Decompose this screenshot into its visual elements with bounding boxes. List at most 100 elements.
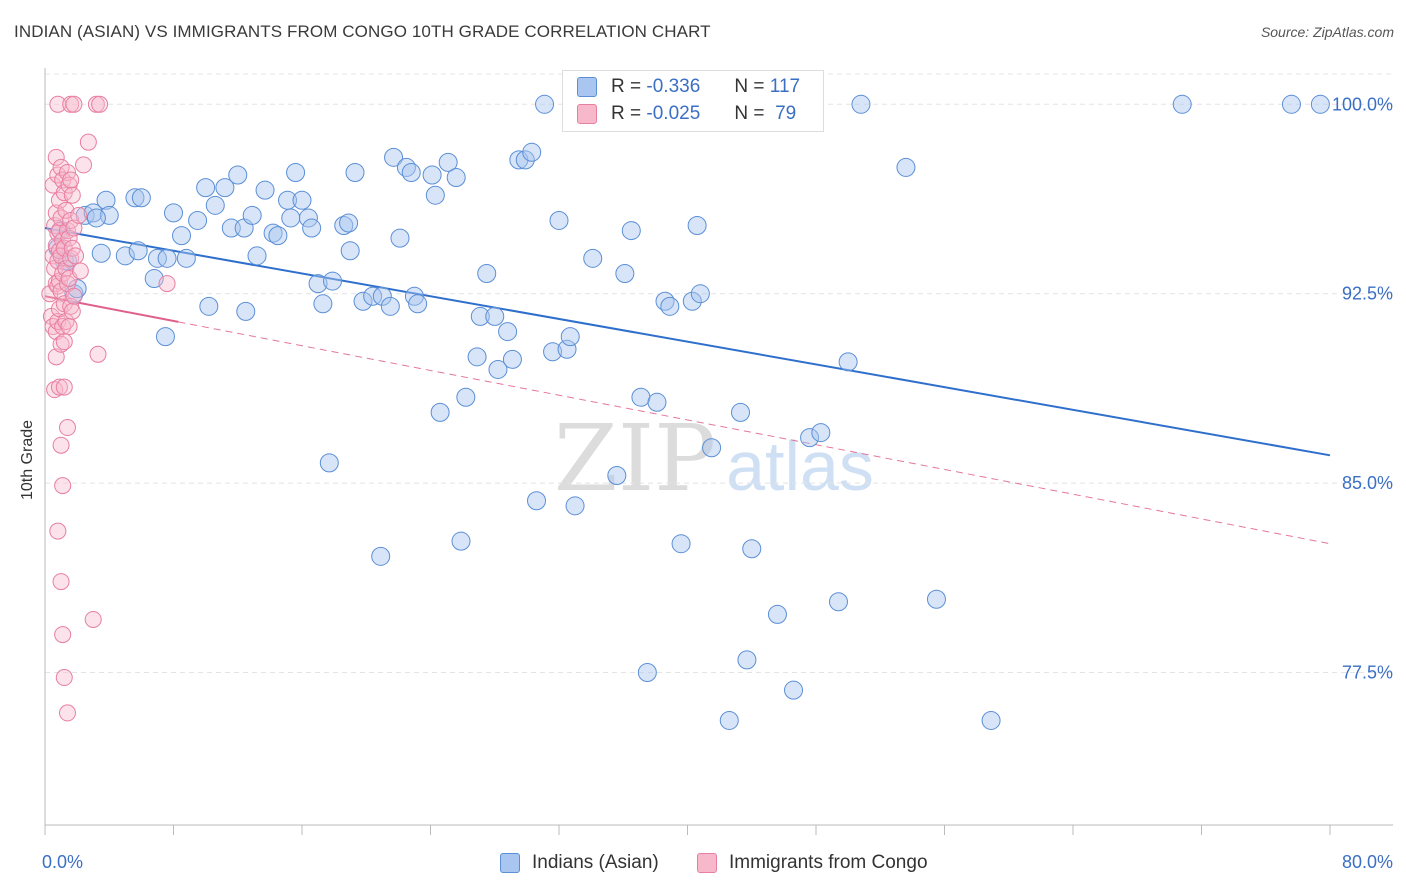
data-point-congo: [63, 302, 81, 320]
data-point-indians: [671, 534, 691, 554]
data-point-indians: [298, 208, 318, 228]
y-tick-label: 85.0%: [1342, 473, 1393, 493]
data-point-indians: [302, 218, 322, 238]
data-point-indians: [91, 243, 111, 263]
data-point-congo: [75, 156, 93, 174]
data-point-congo: [57, 312, 75, 330]
data-point-indians: [811, 423, 831, 443]
data-point-indians: [236, 301, 256, 321]
data-point-indians: [147, 248, 167, 268]
data-point-indians: [690, 284, 710, 304]
data-point-congo: [84, 610, 102, 628]
y-tick-label: 100.0%: [1332, 94, 1393, 114]
data-point-congo: [71, 262, 89, 280]
data-point-congo: [55, 333, 73, 351]
data-point-indians: [115, 246, 135, 266]
data-point-indians: [131, 188, 151, 208]
data-point-indians: [621, 221, 641, 241]
data-point-indians: [607, 466, 627, 486]
trend-line-congo-dashed: [178, 321, 1331, 545]
watermark-zip: ZIP: [554, 405, 716, 512]
data-point-indians: [557, 339, 577, 359]
data-point-indians: [637, 662, 657, 682]
data-point-congo: [158, 275, 176, 293]
data-point-indians: [339, 213, 359, 233]
data-point-indians: [176, 248, 196, 268]
data-point-indians: [86, 208, 106, 228]
series-legend: Indians (Asian) Immigrants from Congo: [0, 852, 1406, 878]
legend-r-label: R =: [611, 103, 642, 124]
legend-row-congo: R = -0.025 N = 79: [577, 103, 796, 125]
data-point-indians: [767, 604, 787, 624]
data-point-indians: [408, 294, 428, 314]
data-point-congo: [91, 95, 109, 113]
data-point-indians: [438, 152, 458, 172]
data-point-indians: [422, 165, 442, 185]
data-point-indians: [1310, 94, 1330, 114]
data-point-indians: [286, 162, 306, 182]
legend-item-swatch-pink: [697, 853, 717, 873]
data-point-indians: [353, 291, 373, 311]
data-point-indians: [615, 263, 635, 283]
data-point-indians: [371, 546, 391, 566]
data-point-indians: [83, 203, 103, 223]
data-point-indians: [828, 592, 848, 612]
data-point-congo: [50, 378, 68, 396]
data-point-congo: [46, 381, 64, 399]
data-point-indians: [456, 387, 476, 407]
data-point-indians: [228, 165, 248, 185]
data-point-congo: [60, 229, 78, 247]
data-point-indians: [125, 188, 145, 208]
data-point-indians: [477, 263, 497, 283]
data-point-indians: [247, 246, 267, 266]
data-point-indians: [401, 162, 421, 182]
chart-source: Source: ZipAtlas.com: [1260, 24, 1394, 40]
data-point-indians: [682, 291, 702, 311]
data-point-congo: [52, 436, 70, 454]
data-point-congo: [60, 318, 78, 336]
data-point-indians: [263, 223, 283, 243]
data-point-indians: [488, 359, 508, 379]
data-point-indians: [313, 294, 333, 314]
data-point-congo: [55, 378, 73, 396]
legend-n-value-indians: 117: [769, 76, 801, 97]
data-point-indians: [292, 190, 312, 210]
series-congo-points: [41, 95, 176, 722]
data-point-indians: [430, 402, 450, 422]
data-point-congo: [65, 287, 83, 305]
data-point-indians: [660, 296, 680, 316]
data-point-indians: [565, 496, 585, 516]
data-point-indians: [172, 226, 192, 246]
data-point-indians: [215, 178, 235, 198]
data-point-indians: [380, 296, 400, 316]
data-point-indians: [467, 347, 487, 367]
data-point-congo: [65, 95, 83, 113]
legend-swatch-blue: [577, 77, 597, 97]
data-point-indians: [543, 342, 563, 362]
legend-r-label: R =: [611, 76, 642, 97]
data-point-congo: [54, 626, 72, 644]
data-point-indians: [851, 94, 871, 114]
data-point-indians: [560, 327, 580, 347]
legend-swatch-pink: [577, 104, 597, 124]
data-point-indians: [702, 438, 722, 458]
data-point-congo: [70, 206, 88, 224]
data-point-indians: [75, 205, 95, 225]
data-point-indians: [199, 296, 219, 316]
data-point-indians: [446, 168, 466, 188]
data-point-indians: [926, 589, 946, 609]
legend-n-value-congo: 79: [775, 103, 797, 124]
data-point-indians: [155, 327, 175, 347]
data-point-indians: [731, 402, 751, 422]
legend-row-indians: R = -0.336 N = 117: [577, 76, 800, 98]
data-point-congo: [63, 186, 81, 204]
data-point-indians: [631, 387, 651, 407]
data-point-indians: [647, 392, 667, 412]
data-point-indians: [583, 248, 603, 268]
data-point-indians: [372, 286, 392, 306]
data-point-congo: [67, 247, 85, 265]
data-point-indians: [687, 216, 707, 236]
data-point-indians: [188, 210, 208, 230]
data-point-congo: [54, 477, 72, 495]
data-point-indians: [384, 147, 404, 167]
